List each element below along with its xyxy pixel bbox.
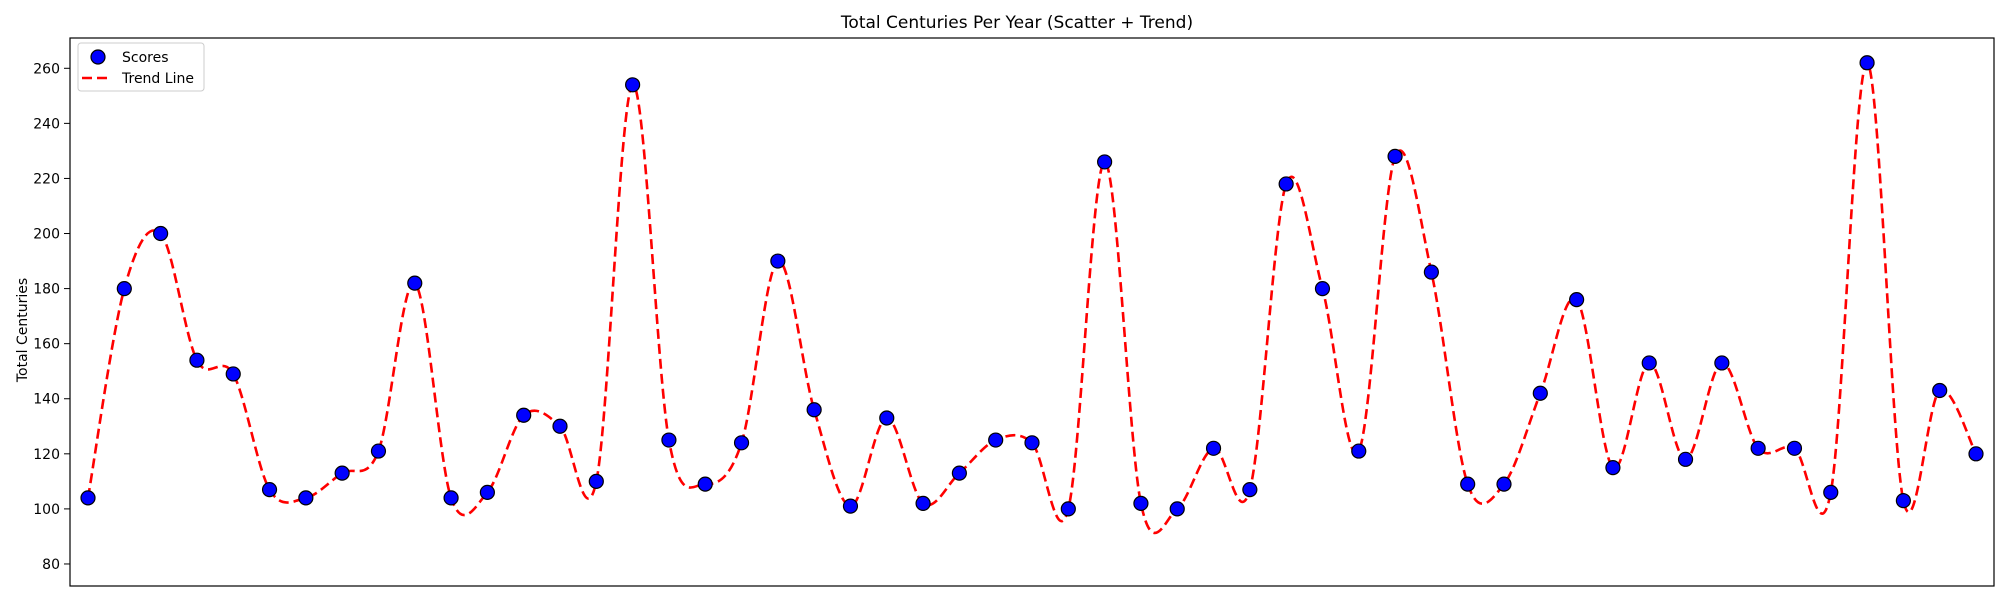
scatter-point [552, 418, 568, 434]
y-tick-label: 100 [33, 502, 60, 518]
scatter-point [1641, 355, 1657, 371]
scatter-point [1750, 440, 1766, 456]
y-tick-label: 200 [33, 227, 60, 243]
scatter-point [1859, 55, 1875, 71]
scatter-point [80, 490, 96, 506]
scatter-point [915, 495, 931, 511]
scatter-point [1932, 382, 1948, 399]
scatter-point [1605, 459, 1621, 476]
scatter-point [1496, 476, 1512, 492]
y-axis-label: Total Centuries [15, 278, 31, 383]
scatter-point [733, 435, 750, 451]
scatter-point [407, 275, 423, 291]
y-tick-label: 220 [33, 171, 60, 187]
y-tick-label: 80 [42, 557, 60, 573]
scatter-point [1169, 501, 1185, 517]
scatter-point [1423, 264, 1439, 280]
scatter-point [1024, 435, 1040, 451]
scatter-point [1205, 440, 1222, 456]
scatter-point [697, 476, 713, 492]
scatter-point [1569, 292, 1585, 308]
scatter-point [879, 410, 895, 426]
trend-line [86, 61, 1978, 535]
scatter-point [806, 402, 822, 418]
y-tick-label: 260 [33, 61, 60, 77]
scatter-point [1714, 355, 1730, 371]
scatter-point [1387, 148, 1403, 165]
scatter-point [516, 407, 532, 423]
scatter-point [479, 484, 495, 500]
scatter-point [370, 443, 387, 459]
scatter-point [1314, 280, 1331, 297]
legend: Scores Trend Line [77, 42, 205, 92]
scatter-point [988, 432, 1004, 448]
scatter-point [1786, 440, 1803, 456]
y-tick-label: 180 [33, 282, 60, 298]
scatter-point [443, 490, 459, 506]
scatter-point [1460, 476, 1476, 492]
y-tick-label: 120 [33, 447, 60, 463]
scatter-point [1097, 154, 1113, 170]
legend-trend-label: Trend Line [121, 71, 194, 87]
y-tick-label: 160 [33, 337, 60, 353]
scatter-point [261, 482, 278, 498]
chart-title: Total Centuries Per Year (Scatter + Tren… [840, 13, 1193, 33]
scatter-point [1060, 501, 1076, 517]
legend-box [77, 42, 205, 92]
y-tick-label: 240 [33, 116, 60, 132]
scatter-point [625, 77, 641, 93]
scatter-points [80, 55, 1984, 517]
scatter-point [334, 465, 350, 481]
scatter-point [1895, 493, 1911, 509]
legend-scores-label: Scores [122, 50, 169, 66]
scatter-point [1351, 443, 1367, 459]
scatter-point [1532, 385, 1548, 401]
scatter-point [661, 432, 677, 448]
legend-scores-marker [90, 49, 106, 65]
scatter-point [588, 473, 604, 489]
scatter-point [1968, 446, 1984, 462]
scatter-point [1133, 495, 1149, 511]
plot-frame [69, 37, 1995, 587]
scatter-point [1823, 484, 1839, 500]
scatter-point [1278, 176, 1294, 192]
scatter-point [770, 253, 786, 269]
y-tick-label: 140 [33, 392, 60, 408]
scatter-point [153, 225, 169, 242]
scatter-point [189, 352, 205, 368]
scatter-point [951, 465, 967, 481]
scatter-point [116, 280, 132, 297]
scatter-point [1242, 482, 1258, 498]
scatter-point [298, 490, 314, 506]
scatter-point [1677, 451, 1694, 467]
scatter-point [225, 366, 241, 382]
scatter-point [842, 498, 859, 514]
y-axis-ticks: 80 100 120 140 160 180 200 220 240 260 [33, 61, 70, 573]
